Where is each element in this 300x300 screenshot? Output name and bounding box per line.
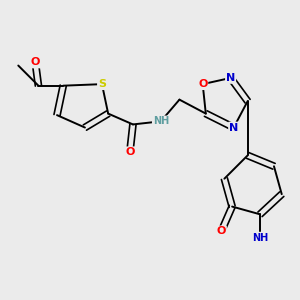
- Text: N: N: [229, 122, 238, 133]
- Text: NH: NH: [153, 116, 169, 126]
- Text: N: N: [226, 73, 235, 83]
- Text: O: O: [31, 57, 40, 68]
- Text: O: O: [125, 147, 134, 157]
- Text: S: S: [98, 79, 106, 89]
- Text: NH: NH: [252, 232, 268, 243]
- Text: O: O: [198, 79, 207, 89]
- Text: O: O: [217, 226, 226, 236]
